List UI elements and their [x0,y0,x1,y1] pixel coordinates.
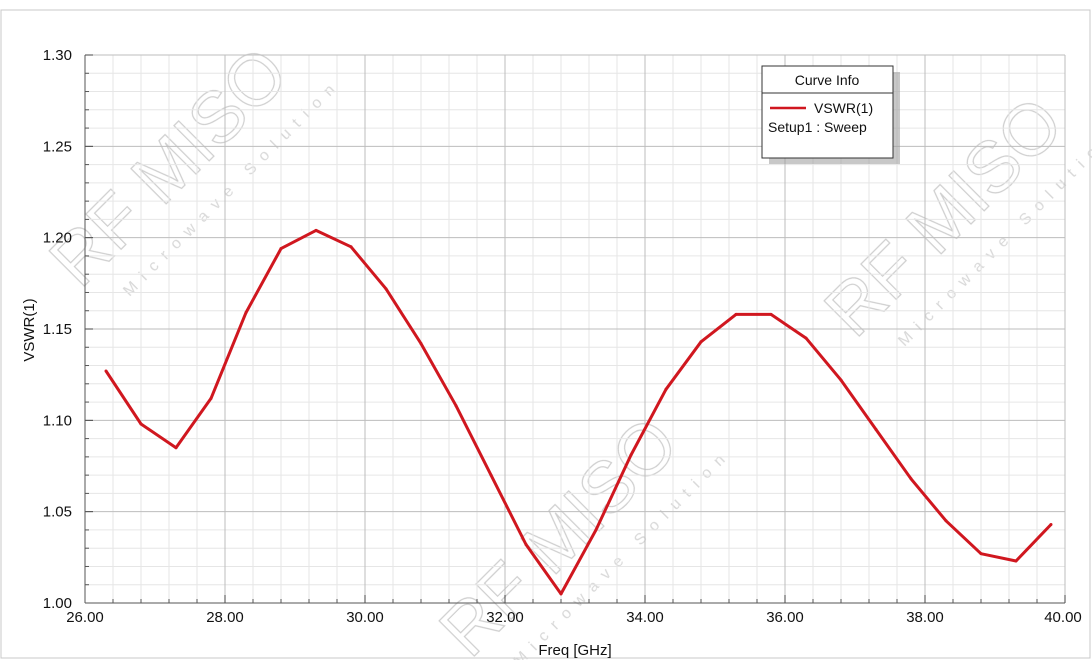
legend-title: Curve Info [795,72,860,88]
series-layer [104,228,1053,596]
x-tick-labels: 26.00 28.00 30.00 32.00 34.00 36.00 38.00 40.00 [66,609,1082,626]
data-point [454,404,458,408]
data-point [594,528,598,532]
data-point [804,336,808,340]
data-point [349,245,353,249]
data-point [489,473,493,477]
y-tick-label: 1.30 [43,47,72,64]
data-point [979,552,983,556]
y-tick-label: 1.05 [43,504,72,521]
y-tick-label: 1.25 [43,138,72,155]
x-tick-label: 36.00 [766,609,804,626]
data-point [1014,559,1018,563]
x-tick-label: 32.00 [486,609,524,626]
y-tick-label: 1.00 [43,595,72,612]
x-tick-label: 34.00 [626,609,664,626]
x-tick-label: 38.00 [906,609,944,626]
data-point [664,387,668,391]
series-line-vswr [104,228,1053,596]
data-point [944,519,948,523]
data-point [139,422,143,426]
x-axis-title: Freq [GHz] [538,642,611,659]
x-tick-label: 28.00 [206,609,244,626]
y-tick-label: 1.10 [43,412,72,429]
data-point [559,592,563,596]
x-tick-label: 30.00 [346,609,384,626]
legend[interactable]: Curve Info VSWR(1) Setup1 : Sweep [761,65,900,164]
data-point [384,287,388,291]
x-tick-label: 40.00 [1044,609,1082,626]
data-point [1049,522,1053,526]
data-point [279,247,283,251]
legend-entry-sub: Setup1 : Sweep [768,119,867,135]
data-point [314,228,318,232]
data-point [769,312,773,316]
data-point [734,312,738,316]
data-point [909,477,913,481]
data-point [419,342,423,346]
y-tick-label: 1.15 [43,321,72,338]
data-point [209,396,213,400]
data-point [699,340,703,344]
chart-border [0,9,1091,659]
data-point [174,446,178,450]
data-point [104,369,108,373]
y-tick-labels: 1.00 1.05 1.10 1.15 1.20 1.25 1.30 [43,47,72,612]
x-tick-label: 26.00 [66,609,104,626]
data-point [524,543,528,547]
data-point [874,427,878,431]
data-point [839,378,843,382]
legend-box [761,65,894,159]
data-point [629,453,633,457]
legend-entry-label: VSWR(1) [814,100,873,116]
data-point [244,311,248,315]
y-axis-title: VSWR(1) [21,298,38,361]
y-tick-label: 1.20 [43,230,72,247]
